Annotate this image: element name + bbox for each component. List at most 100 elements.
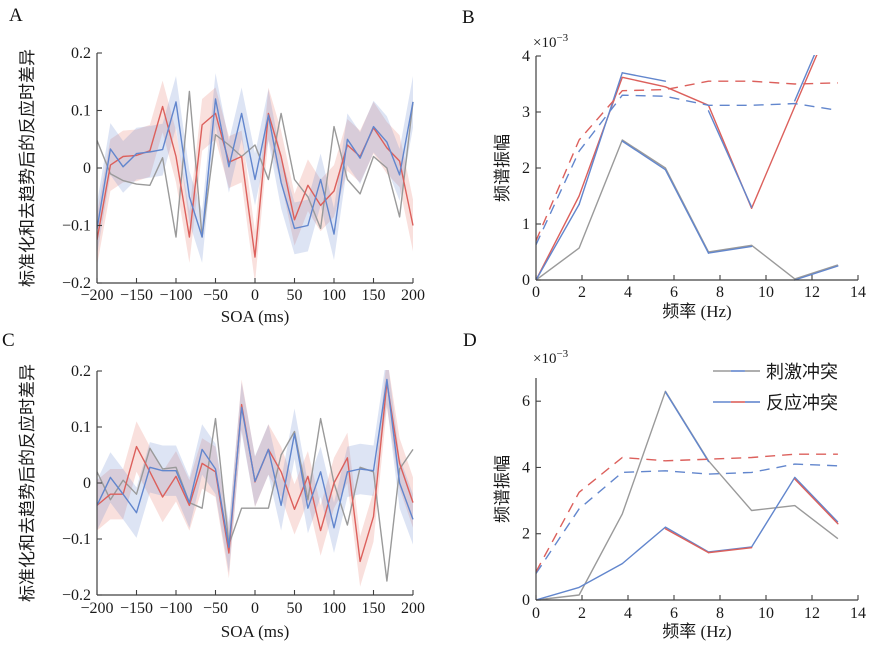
y-tick-label: 0 (83, 475, 91, 492)
x-tick-label: 14 (850, 605, 866, 622)
x-tick-label: 4 (624, 284, 632, 301)
x-tick-label: 6 (670, 284, 678, 301)
x-tick-label: 10 (758, 284, 774, 301)
x-tick-label: −200 (80, 600, 113, 617)
panel-A-axes: −200 −150 −100 −50 0 50 100 150 200 −0.2 −0.1 0 0.1 0… (18, 45, 425, 326)
stimulus-conflict-spectrum-blue-line (621, 140, 667, 171)
stimulus-conflict-rt-line (97, 98, 414, 238)
legend-label: 刺激冲突 (766, 362, 838, 382)
panel-B-data (536, 55, 839, 281)
y-tick-label: 0 (83, 160, 91, 177)
x-tick-label: 12 (804, 605, 820, 622)
x-tick-label: −100 (159, 287, 192, 304)
y-tick-label: 4 (522, 48, 530, 65)
x-tick-label: −150 (120, 287, 153, 304)
x-axis-label: SOA (ms) (221, 307, 289, 326)
response-conflict-spectrum-blue-line (578, 72, 623, 206)
x-axis-label: SOA (ms) (221, 622, 289, 641)
x-tick-label: 50 (287, 287, 303, 304)
y-axis-label: 频谱振幅 (493, 134, 512, 202)
y-tick-label: 1 (522, 216, 530, 233)
x-tick-label: 4 (624, 605, 632, 622)
x-tick-label: 200 (401, 600, 425, 617)
y-tick-label: 0.1 (71, 419, 91, 436)
y-tick-label: −0.2 (62, 275, 91, 292)
y-tick-label: 6 (522, 393, 530, 410)
x-tick-label: 14 (850, 284, 866, 301)
response-conflict-threshold-line (536, 80, 838, 242)
x-tick-label: 8 (716, 605, 724, 622)
response-conflict-spectrum-red-line (536, 55, 818, 281)
y-tick-label: 2 (522, 160, 530, 177)
panel-letter-c: C (2, 330, 15, 351)
x-tick-label: 50 (287, 600, 303, 617)
response-conflict-spectrum-blue-line (536, 476, 839, 601)
stimulus-conflict-rt-line (97, 378, 414, 549)
y-tick-label: −0.1 (62, 531, 91, 548)
stimulus-conflict-spectrum-blue-line (794, 265, 839, 281)
stimulus-conflict-spectrum-blue-line (664, 168, 710, 254)
y-tick-label: 2 (522, 526, 530, 543)
y-tick-label: 0 (522, 272, 530, 289)
response-conflict-rt-error-band (97, 80, 413, 283)
y-tick-label: 3 (522, 104, 530, 121)
response-conflict-spectrum-blue-line (794, 55, 816, 102)
response-conflict-threshold-line (536, 453, 838, 573)
response-conflict-spectrum-red-line (707, 546, 753, 554)
y-axis-label: 标准化和去趋势后的反应时差异 (18, 364, 37, 602)
y-axis-label: 标准化和去趋势后的反应时差异 (18, 49, 37, 287)
x-tick-label: 100 (322, 287, 346, 304)
y-tick-label: −0.1 (62, 218, 91, 235)
x-tick-label: 0 (532, 605, 540, 622)
x-tick-label: 8 (716, 284, 724, 301)
y-tick-label: 0.1 (71, 103, 91, 120)
x-tick-label: 6 (670, 605, 678, 622)
panel-letter-d: D (463, 330, 477, 351)
x-tick-label: 2 (578, 284, 586, 301)
y-axis-scale-label: ×10−3 (533, 32, 569, 51)
y-tick-label: 4 (522, 459, 530, 476)
baseline-rt-line (97, 417, 414, 582)
x-tick-label: 10 (758, 605, 774, 622)
response-conflict-spectrum-blue-line (621, 72, 667, 82)
x-axis-label: 频率 (Hz) (662, 302, 731, 321)
stimulus-conflict-spectrum-blue-line (664, 391, 710, 463)
panel-A-data (97, 73, 414, 283)
panel-D-data (536, 390, 839, 601)
x-axis-label: 频率 (Hz) (662, 622, 731, 641)
response-conflict-spectrum-blue-line (536, 203, 580, 281)
x-tick-label: 150 (362, 287, 386, 304)
panel-C-axes: −200 −150 −100 −50 0 50 100 150 200 −0.2 −0.1 0 0.1 0… (18, 363, 425, 641)
y-axis-scale-label: ×10−3 (533, 348, 569, 367)
x-tick-label: 0 (532, 284, 540, 301)
y-tick-label: 0.2 (71, 363, 91, 380)
stimulus-conflict-rt-error-band (97, 370, 413, 573)
response-conflict-spectrum-red-line (794, 478, 839, 525)
panel-C-data (97, 370, 414, 587)
x-tick-label: −150 (120, 600, 153, 617)
y-tick-label: −0.2 (62, 587, 91, 604)
baseline-rt-line (97, 90, 414, 238)
y-tick-label: 0.2 (71, 45, 91, 62)
x-tick-label: 100 (322, 600, 346, 617)
x-tick-label: 0 (251, 600, 259, 617)
x-tick-label: −200 (80, 287, 113, 304)
stimulus-conflict-spectrum-blue-line (707, 245, 753, 254)
y-tick-label: 0 (522, 592, 530, 609)
x-tick-label: 0 (251, 287, 259, 304)
stimulus-conflict-spectrum-gray-line (536, 390, 839, 601)
x-tick-label: −100 (159, 600, 192, 617)
stimulus-conflict-threshold-line (536, 94, 839, 245)
x-tick-label: 2 (578, 605, 586, 622)
x-tick-label: −50 (203, 287, 228, 304)
stimulus-conflict-rt-error-band (97, 73, 413, 263)
x-tick-label: −50 (203, 600, 228, 617)
panel-letter-b: B (462, 7, 475, 28)
panel-letter-a: A (9, 5, 23, 26)
x-tick-label: 200 (401, 287, 425, 304)
stimulus-conflict-threshold-line (536, 463, 838, 574)
